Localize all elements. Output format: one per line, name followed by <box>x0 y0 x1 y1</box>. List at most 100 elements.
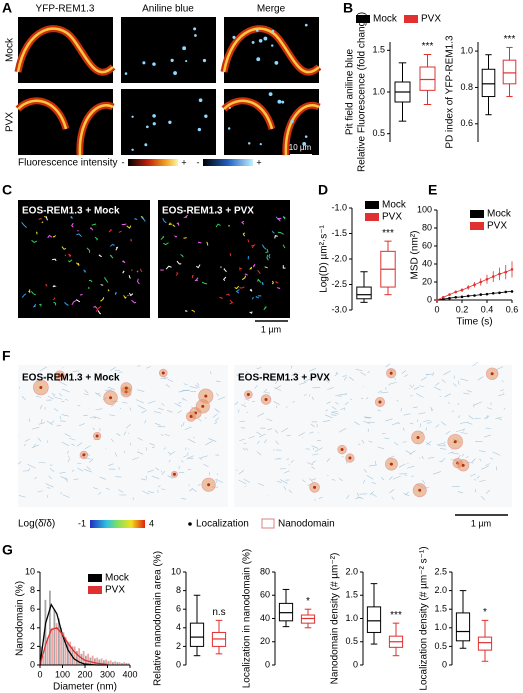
trajectory <box>255 295 260 299</box>
histogram-bar <box>107 661 110 665</box>
voronoi-edge <box>108 375 114 380</box>
y-tick-label: 10 <box>25 566 35 576</box>
callose-spot <box>263 36 268 41</box>
voronoi-edge <box>457 415 461 419</box>
voronoi-edge <box>121 401 128 404</box>
voronoi-edge <box>245 448 249 451</box>
voronoi-edge <box>457 402 460 405</box>
voronoi-edge <box>123 431 127 436</box>
trajectory <box>242 232 246 237</box>
voronoi-edge <box>62 494 70 498</box>
voronoi-edge <box>334 372 339 376</box>
voronoi-edge <box>389 489 395 494</box>
panel-label: G <box>2 542 13 558</box>
histogram-bar <box>62 632 65 665</box>
voronoi-edge <box>310 423 315 428</box>
trajectory <box>268 253 271 259</box>
y-tick-label: 2.0 <box>345 566 358 576</box>
box <box>502 59 517 85</box>
image-label: EOS-REM1.3 + Mock <box>22 206 120 217</box>
voronoi-edge <box>54 393 56 396</box>
trajectory <box>97 310 102 315</box>
callose-spot <box>281 100 285 104</box>
trajectory <box>95 305 102 312</box>
voronoi-edge <box>243 442 247 445</box>
trajectory <box>194 277 199 282</box>
voronoi-edge <box>257 412 265 417</box>
voronoi-edge <box>364 417 371 419</box>
voronoi-edge <box>237 409 240 413</box>
voronoi-edge <box>116 433 121 436</box>
voronoi-edge <box>396 399 399 402</box>
voronoi-edge <box>182 421 185 426</box>
voronoi-edge <box>118 466 120 470</box>
voronoi-edge <box>24 438 30 442</box>
callose-spot <box>142 61 146 65</box>
voronoi-edge <box>107 386 116 390</box>
voronoi-edge <box>108 463 114 466</box>
voronoi-edge <box>58 381 67 386</box>
voronoi-edge <box>43 376 52 379</box>
callose-spot <box>152 122 156 126</box>
msd-point <box>448 296 451 300</box>
callose-spot <box>232 35 236 39</box>
trajectory <box>76 233 82 238</box>
msd-point <box>504 290 508 294</box>
voronoi-edge <box>318 496 323 499</box>
voronoi-edge <box>146 366 151 369</box>
voronoi-edge <box>240 427 246 429</box>
histogram-bar <box>73 646 76 665</box>
legend-swatch <box>365 213 379 221</box>
y-tick-label: 0.5 <box>372 128 385 138</box>
trajectory <box>136 270 139 273</box>
legend-label: PVX <box>105 585 125 596</box>
trajectory <box>41 221 44 224</box>
nanodomain-core <box>313 485 317 489</box>
voronoi-edge <box>239 438 245 442</box>
callose-spot <box>131 148 134 152</box>
voronoi-edge <box>435 382 440 386</box>
voronoi-edge <box>428 457 435 459</box>
voronoi-edge <box>155 467 160 471</box>
trajectory <box>130 269 133 272</box>
voronoi-edge <box>439 395 442 398</box>
voronoi-edge <box>152 446 155 448</box>
trajectory <box>214 211 221 215</box>
trajectory <box>160 235 165 240</box>
voronoi-edge <box>314 499 317 501</box>
voronoi-edge <box>149 443 155 446</box>
voronoi-edge <box>137 451 144 455</box>
voronoi-edge <box>312 453 319 456</box>
voronoi-edge <box>39 404 43 410</box>
voronoi-edge <box>381 477 385 481</box>
msd-point <box>473 294 476 297</box>
y-tick-label: 6 <box>176 604 181 614</box>
y-tick-label: -2.0 <box>331 253 347 263</box>
x-tick-label: 200 <box>77 669 92 679</box>
voronoi-edge <box>400 407 402 412</box>
msd-point <box>504 270 508 274</box>
voronoi-edge <box>58 393 63 397</box>
trajectory <box>257 278 262 283</box>
voronoi-edge <box>54 396 63 400</box>
voronoi-edge <box>377 409 382 412</box>
trajectory <box>251 296 254 300</box>
voronoi-edge <box>38 422 45 425</box>
voronoi-edge <box>360 371 366 376</box>
voronoi-edge <box>476 475 480 479</box>
trajectory <box>219 296 224 300</box>
callose-spot <box>251 40 255 44</box>
trajectory <box>35 231 38 235</box>
voronoi-edge <box>344 376 347 381</box>
trajectory <box>131 299 137 304</box>
callose-spot <box>258 38 263 43</box>
voronoi-edge <box>344 401 349 406</box>
membrane-signal-core <box>17 99 114 156</box>
voronoi-edge <box>288 489 293 494</box>
voronoi-edge <box>216 473 219 476</box>
voronoi-edge <box>114 369 120 372</box>
voronoi-edge <box>31 444 40 449</box>
nanodomain-core <box>461 463 465 467</box>
voronoi-edge <box>185 447 187 450</box>
voronoi-edge <box>487 407 493 410</box>
